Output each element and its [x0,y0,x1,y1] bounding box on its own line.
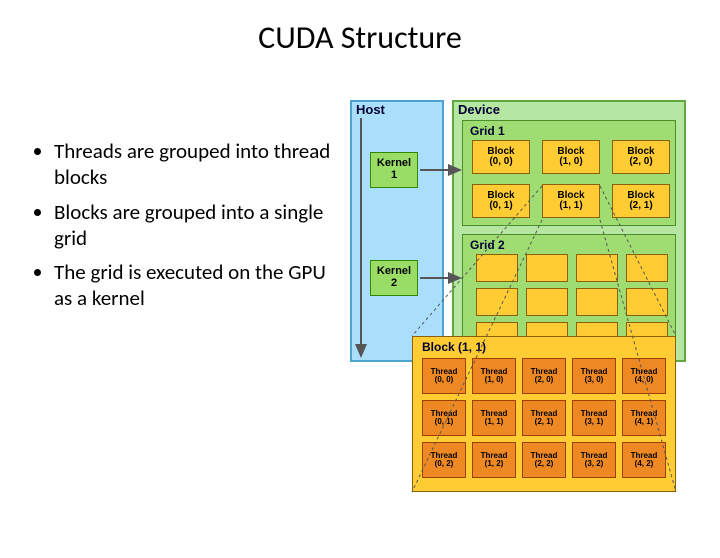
thread-coord: (4, 2) [635,460,654,468]
bullet-list: Threads are grouped into thread blocks B… [36,138,346,320]
bullet-item: Threads are grouped into thread blocks [54,138,346,191]
block-coord: (0, 1) [489,201,512,212]
grid1-block: Block(0, 0) [472,140,530,174]
thread-coord: (0, 1) [435,418,454,426]
thread-coord: (0, 0) [435,376,454,384]
thread-cell: Thread(2, 1) [522,400,566,436]
device-label: Device [458,102,500,117]
grid2-block [476,288,518,316]
thread-coord: (4, 0) [635,376,654,384]
thread-cell: Thread(0, 2) [422,442,466,478]
thread-cell: Thread(2, 0) [522,358,566,394]
kernel2-num: 2 [391,278,397,290]
grid1-label: Grid 1 [470,124,505,138]
thread-coord: (1, 0) [485,376,504,384]
thread-coord: (0, 2) [435,460,454,468]
grid1-block: Block(1, 1) [542,184,600,218]
grid2-block [626,254,668,282]
thread-cell: Thread(1, 0) [472,358,516,394]
block-coord: (2, 0) [629,157,652,168]
grid2-block [526,288,568,316]
grid2-block [526,254,568,282]
bullet-item: The grid is executed on the GPU as a ker… [54,259,346,312]
thread-coord: (1, 1) [485,418,504,426]
grid1-block: Block(0, 1) [472,184,530,218]
thread-cell: Thread(3, 1) [572,400,616,436]
thread-cell: Thread(3, 0) [572,358,616,394]
thread-coord: (2, 2) [535,460,554,468]
thread-cell: Thread(4, 0) [622,358,666,394]
host-label: Host [356,102,385,117]
thread-cell: Thread(1, 2) [472,442,516,478]
thread-coord: (4, 1) [635,418,654,426]
page-title: CUDA Structure [0,18,720,57]
thread-coord: (1, 2) [485,460,504,468]
thread-cell: Thread(1, 1) [472,400,516,436]
kernel1-box: Kernel 1 [370,152,418,188]
kernel2-box: Kernel 2 [370,260,418,296]
grid2-block [576,254,618,282]
block-coord: (1, 0) [559,157,582,168]
thread-coord: (2, 1) [535,418,554,426]
cuda-diagram: Host Device Grid 1 Block(0, 0) Block(1, 0… [350,100,700,530]
thread-coord: (3, 0) [585,376,604,384]
thread-cell: Thread(0, 1) [422,400,466,436]
thread-cell: Thread(4, 1) [622,400,666,436]
thread-coord: (2, 0) [535,376,554,384]
thread-cell: Thread(0, 0) [422,358,466,394]
block-coord: (1, 1) [559,201,582,212]
block-coord: (0, 0) [489,157,512,168]
thread-coord: (3, 2) [585,460,604,468]
host-box [350,100,444,362]
block-coord: (2, 1) [629,201,652,212]
thread-cell: Thread(2, 2) [522,442,566,478]
grid2-label: Grid 2 [470,238,505,252]
grid2-block [476,254,518,282]
thread-coord: (3, 1) [585,418,604,426]
thread-cell: Thread(4, 2) [622,442,666,478]
block-detail-label: Block (1, 1) [422,340,486,354]
grid2-block [626,288,668,316]
thread-cell: Thread(3, 2) [572,442,616,478]
bullet-item: Blocks are grouped into a single grid [54,199,346,252]
grid1-block: Block(1, 0) [542,140,600,174]
kernel1-num: 1 [391,170,397,182]
grid1-block: Block(2, 0) [612,140,670,174]
grid1-block: Block(2, 1) [612,184,670,218]
grid2-block [576,288,618,316]
